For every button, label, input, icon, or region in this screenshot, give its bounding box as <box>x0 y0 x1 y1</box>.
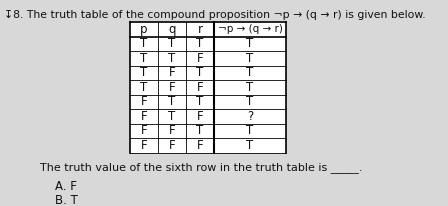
Text: T: T <box>168 37 176 50</box>
Text: F: F <box>197 110 203 123</box>
Text: F: F <box>169 124 175 137</box>
Text: T: T <box>140 52 148 65</box>
Text: F: F <box>141 124 147 137</box>
Text: T: T <box>196 37 204 50</box>
Text: F: F <box>169 81 175 94</box>
Text: T: T <box>168 52 176 65</box>
Text: T: T <box>246 81 254 94</box>
Text: q: q <box>168 23 176 36</box>
Text: T: T <box>168 110 176 123</box>
Text: F: F <box>141 139 147 152</box>
Text: T: T <box>246 37 254 50</box>
Text: F: F <box>197 52 203 65</box>
Text: T: T <box>196 124 204 137</box>
Text: F: F <box>169 139 175 152</box>
Text: r: r <box>198 23 202 36</box>
Text: p: p <box>140 23 148 36</box>
Text: The truth value of the sixth row in the truth table is _____.: The truth value of the sixth row in the … <box>40 163 362 173</box>
Text: T: T <box>168 95 176 108</box>
Text: F: F <box>197 139 203 152</box>
Text: T: T <box>196 95 204 108</box>
Text: ↧8. The truth table of the compound proposition ¬p → (q → r) is given below.: ↧8. The truth table of the compound prop… <box>4 10 426 20</box>
Text: A. F: A. F <box>55 180 77 193</box>
Text: T: T <box>246 124 254 137</box>
Text: T: T <box>246 139 254 152</box>
Text: F: F <box>197 81 203 94</box>
Text: T: T <box>246 95 254 108</box>
Text: T: T <box>140 66 148 79</box>
Text: ?: ? <box>247 110 253 123</box>
Text: T: T <box>140 37 148 50</box>
Text: T: T <box>246 52 254 65</box>
Text: T: T <box>246 66 254 79</box>
Text: T: T <box>196 66 204 79</box>
Text: B. T: B. T <box>55 193 78 206</box>
Bar <box>130 22 286 152</box>
Text: F: F <box>141 95 147 108</box>
Text: F: F <box>141 110 147 123</box>
Text: F: F <box>169 66 175 79</box>
Text: ¬p → (q → r): ¬p → (q → r) <box>218 24 282 34</box>
Text: T: T <box>140 81 148 94</box>
